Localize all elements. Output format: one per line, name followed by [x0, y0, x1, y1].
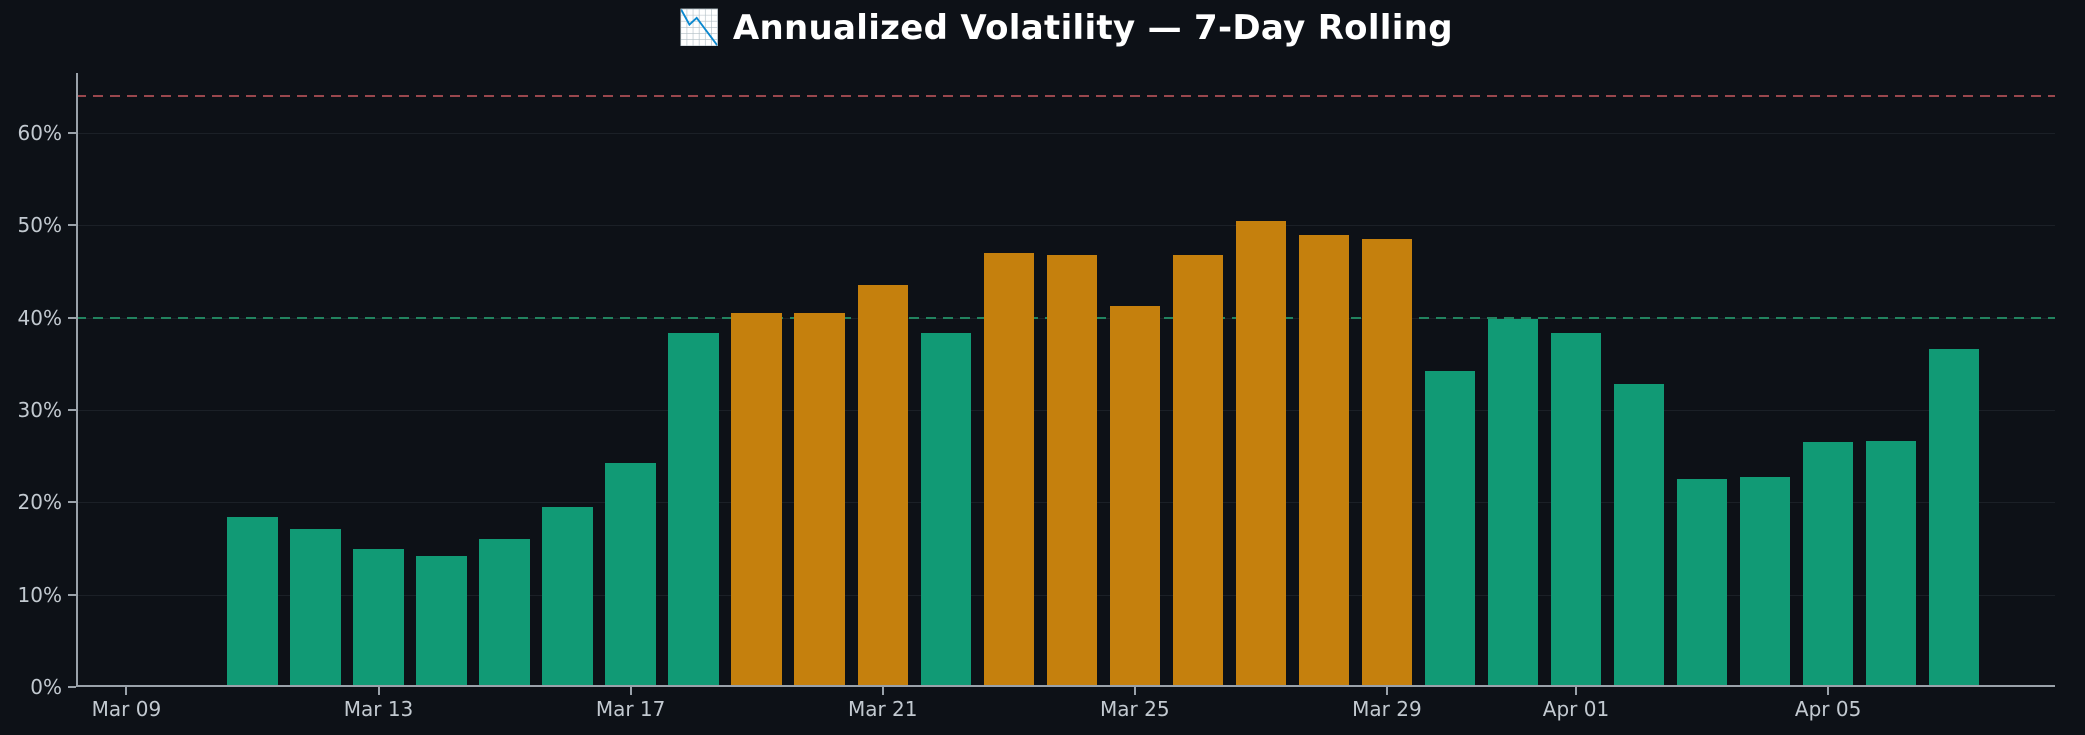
bar-apr-06	[1865, 441, 1917, 687]
y-tick-label: 40%	[17, 305, 62, 330]
x-axis-spine	[76, 685, 2055, 687]
x-tick-mark	[1575, 687, 1577, 695]
bar-mar-29	[1361, 239, 1413, 687]
y-tick-mark	[68, 501, 76, 504]
gridline	[76, 133, 2055, 134]
y-tick-mark	[68, 132, 76, 134]
bar-apr-07	[1928, 349, 1980, 687]
bar-mar-14	[416, 555, 467, 687]
x-tick-label: Mar 09	[91, 697, 162, 721]
bar-mar-25	[1109, 305, 1161, 687]
bar-mar-28	[1298, 234, 1350, 687]
bar-mar-31	[1487, 318, 1539, 687]
bar-mar-22	[920, 333, 971, 687]
bar-mar-30	[1424, 371, 1476, 687]
bar-mar-27	[1235, 220, 1287, 687]
y-tick-label: 10%	[17, 582, 62, 607]
bar-apr-01	[1550, 333, 1602, 687]
y-tick-mark	[68, 686, 76, 688]
x-tick-label: Mar 17	[595, 697, 666, 721]
x-tick-mark	[1133, 687, 1136, 695]
y-tick-label: 50%	[17, 213, 62, 238]
bar-mar-20	[794, 313, 845, 687]
bar-mar-18	[668, 333, 719, 687]
x-tick-mark	[377, 687, 380, 695]
bar-mar-15	[479, 539, 530, 687]
gridline	[76, 225, 2055, 227]
x-tick-label: Mar 13	[343, 697, 414, 721]
x-tick-mark	[881, 687, 884, 695]
bar-mar-11	[227, 517, 278, 687]
bar-mar-17	[605, 462, 656, 687]
y-tick-mark	[68, 224, 76, 227]
bar-mar-24	[1046, 254, 1097, 687]
bar-apr-04	[1739, 477, 1791, 687]
x-tick-label: Apr 05	[1794, 697, 1862, 721]
bar-mar-26	[1172, 254, 1224, 687]
bar-mar-21	[857, 285, 908, 687]
x-tick-label: Mar 21	[847, 697, 918, 721]
bar-mar-16	[542, 506, 593, 687]
bar-mar-23	[983, 253, 1034, 687]
x-tick-label: Mar 29	[1352, 697, 1422, 721]
plot-area	[76, 73, 2055, 687]
x-tick-mark	[629, 687, 632, 695]
y-tick-label: 30%	[17, 398, 62, 422]
x-tick-mark	[1385, 687, 1388, 695]
bar-apr-05	[1802, 442, 1854, 687]
y-tick-label: 20%	[17, 490, 62, 515]
bar-apr-02	[1613, 384, 1665, 687]
y-tick-label: 60%	[17, 121, 62, 145]
y-tick-mark	[68, 593, 76, 596]
y-tick-mark	[68, 409, 76, 411]
y-tick-mark	[68, 316, 76, 319]
chart-title: 📉 Annualized Volatility — 7-Day Rolling	[678, 8, 1453, 48]
bar-mar-12	[290, 529, 341, 687]
x-tick-mark	[1827, 687, 1830, 695]
x-tick-mark	[125, 687, 128, 695]
bars-layer	[76, 73, 2055, 687]
y-tick-label: 0%	[30, 675, 62, 699]
y-axis-spine	[76, 73, 78, 687]
bar-mar-19	[731, 313, 782, 687]
bar-apr-03	[1676, 479, 1728, 687]
x-tick-label: Apr 01	[1542, 697, 1610, 721]
x-tick-label: Mar 25	[1100, 697, 1170, 721]
upper-threshold-line	[76, 95, 2055, 98]
bar-mar-13	[353, 548, 404, 687]
